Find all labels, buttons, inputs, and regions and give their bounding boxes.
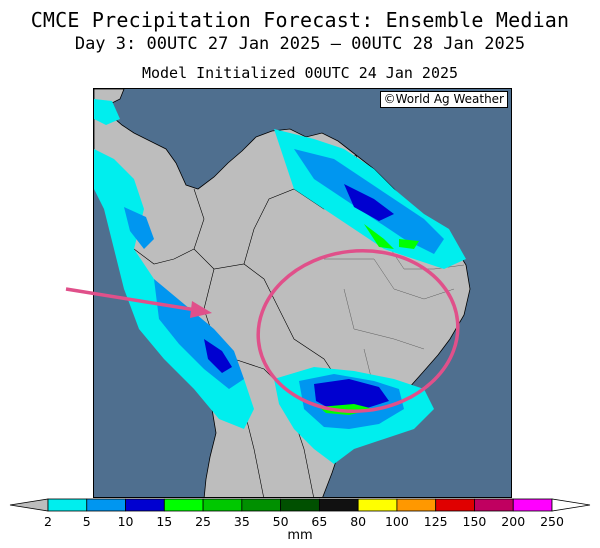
colorbar-swatch (474, 498, 514, 512)
colorbar-swatch (318, 498, 359, 512)
precipitation-map: ©World Ag Weather (93, 88, 512, 498)
colorbar-swatch (512, 498, 553, 512)
colorbar-tick-label: 125 (424, 514, 448, 529)
colorbar-tick-label: 200 (501, 514, 525, 529)
colorbar-tick-label: 100 (385, 514, 409, 529)
colorbar-tick-label: 50 (273, 514, 289, 529)
colorbar-swatch (47, 498, 88, 512)
colorbar-swatch (202, 498, 243, 512)
map-title: CMCE Precipitation Forecast: Ensemble Me… (30, 8, 570, 32)
valid-period: Day 3: 00UTC 27 Jan 2025 — 00UTC 28 Jan … (74, 34, 526, 54)
colorbar-swatch (280, 498, 320, 512)
highlight-arrow-shaft (65, 287, 197, 312)
colorbar-tick-label: 10 (118, 514, 134, 529)
colorbar-tick-label: 35 (234, 514, 250, 529)
colorbar-swatch (396, 498, 437, 512)
colorbar-swatch (357, 498, 398, 512)
colorbar-tick-label: 250 (540, 514, 564, 529)
colorbar-units: mm (287, 528, 313, 543)
colorbar-tick-label: 15 (156, 514, 172, 529)
colorbar-tick-label: 150 (463, 514, 487, 529)
colorbar-swatch (163, 498, 204, 512)
precipitation-shading (94, 99, 466, 464)
colorbar: 2 5 10 15 25 35 50 65 80 100 125 150 200 250 (9, 498, 591, 529)
model-init-time: Model Initialized 00UTC 24 Jan 2025 (141, 64, 459, 82)
credit-label: ©World Ag Weather (379, 91, 508, 108)
colorbar-max-arrow (551, 498, 591, 512)
colorbar-tick-label: 25 (195, 514, 211, 529)
colorbar-min-arrow (9, 498, 49, 512)
colorbar-swatch (125, 498, 165, 512)
colorbar-tick-label: 2 (44, 514, 52, 529)
colorbar-tick-label: 65 (311, 514, 327, 529)
highlight-ellipse (256, 249, 460, 413)
colorbar-swatch (86, 498, 126, 512)
colorbar-swatch (241, 498, 282, 512)
colorbar-tick-label: 80 (350, 514, 366, 529)
map-canvas (94, 89, 511, 497)
colorbar-tick-label: 5 (83, 514, 91, 529)
colorbar-swatch (435, 498, 475, 512)
highlight-arrow-head (190, 301, 212, 318)
